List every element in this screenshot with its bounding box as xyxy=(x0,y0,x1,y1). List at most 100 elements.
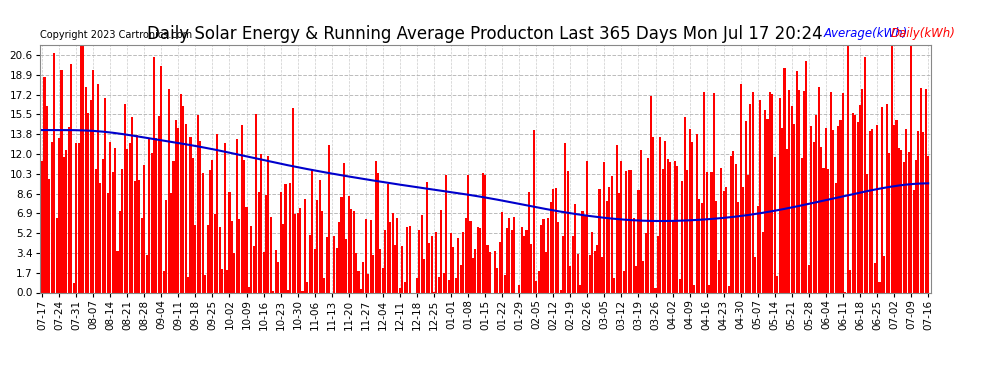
Bar xyxy=(725,188,727,292)
Bar xyxy=(60,70,62,292)
Bar xyxy=(436,231,438,292)
Bar xyxy=(226,270,228,292)
Bar xyxy=(369,220,371,292)
Bar xyxy=(740,84,742,292)
Bar xyxy=(350,209,352,292)
Bar xyxy=(289,183,291,292)
Bar xyxy=(666,159,668,292)
Bar xyxy=(401,246,403,292)
Bar xyxy=(431,236,433,292)
Bar xyxy=(798,90,800,292)
Bar xyxy=(260,154,262,292)
Bar xyxy=(652,137,654,292)
Bar xyxy=(446,175,447,292)
Bar xyxy=(513,217,516,292)
Bar xyxy=(735,164,737,292)
Bar xyxy=(443,273,445,292)
Bar xyxy=(234,254,236,292)
Bar xyxy=(684,117,686,292)
Bar xyxy=(50,142,52,292)
Bar xyxy=(67,127,70,292)
Bar xyxy=(72,284,74,292)
Bar xyxy=(136,135,138,292)
Bar xyxy=(733,151,735,292)
Bar xyxy=(124,104,126,292)
Bar xyxy=(357,271,359,292)
Bar xyxy=(204,275,206,292)
Bar xyxy=(107,193,109,292)
Bar xyxy=(160,66,162,292)
Bar xyxy=(621,160,623,292)
Bar xyxy=(90,100,92,292)
Bar xyxy=(102,159,104,292)
Bar xyxy=(873,263,875,292)
Bar xyxy=(868,131,871,292)
Bar xyxy=(905,129,907,292)
Bar xyxy=(644,233,646,292)
Bar xyxy=(416,278,418,292)
Bar xyxy=(713,93,715,292)
Bar xyxy=(891,42,893,292)
Bar xyxy=(579,285,581,292)
Bar xyxy=(389,222,391,292)
Bar xyxy=(329,145,331,292)
Bar xyxy=(479,228,481,292)
Bar xyxy=(299,207,301,292)
Bar xyxy=(153,57,155,292)
Bar xyxy=(367,274,369,292)
Bar xyxy=(689,129,691,292)
Bar xyxy=(309,235,311,292)
Bar xyxy=(674,161,676,292)
Bar xyxy=(744,122,746,292)
Title: Daily Solar Energy & Running Average Producton Last 365 Days Mon Jul 17 20:24: Daily Solar Energy & Running Average Pro… xyxy=(148,26,823,44)
Bar xyxy=(496,268,498,292)
Bar xyxy=(282,224,284,292)
Bar xyxy=(452,247,454,292)
Bar xyxy=(927,156,930,292)
Bar xyxy=(252,246,254,292)
Bar xyxy=(833,130,835,292)
Bar xyxy=(898,148,900,292)
Bar xyxy=(893,125,895,292)
Bar xyxy=(457,238,459,292)
Bar xyxy=(643,261,644,292)
Bar xyxy=(543,219,545,292)
Bar xyxy=(82,39,84,292)
Bar xyxy=(382,268,384,292)
Bar xyxy=(360,289,362,292)
Bar xyxy=(347,196,349,292)
Bar xyxy=(477,227,479,292)
Bar xyxy=(611,176,613,292)
Bar xyxy=(640,150,642,292)
Bar xyxy=(851,114,853,292)
Bar xyxy=(708,285,710,292)
Bar xyxy=(146,255,148,292)
Bar xyxy=(586,160,588,292)
Bar xyxy=(720,168,723,292)
Bar xyxy=(630,170,633,292)
Bar xyxy=(635,266,638,292)
Bar xyxy=(896,120,898,292)
Bar xyxy=(95,169,97,292)
Bar xyxy=(793,124,795,292)
Bar xyxy=(292,108,294,292)
Bar xyxy=(384,230,386,292)
Bar xyxy=(584,214,586,292)
Bar xyxy=(248,287,250,292)
Bar xyxy=(209,170,211,292)
Bar xyxy=(626,171,628,292)
Bar xyxy=(272,291,274,292)
Bar xyxy=(392,213,394,292)
Bar xyxy=(184,124,187,292)
Bar xyxy=(815,115,817,292)
Bar xyxy=(377,173,379,292)
Bar xyxy=(536,281,538,292)
Bar xyxy=(871,129,873,292)
Bar xyxy=(454,278,457,292)
Bar xyxy=(141,218,143,292)
Bar xyxy=(421,215,423,292)
Bar xyxy=(274,250,277,292)
Bar xyxy=(63,157,65,292)
Bar xyxy=(649,96,651,292)
Bar xyxy=(155,138,157,292)
